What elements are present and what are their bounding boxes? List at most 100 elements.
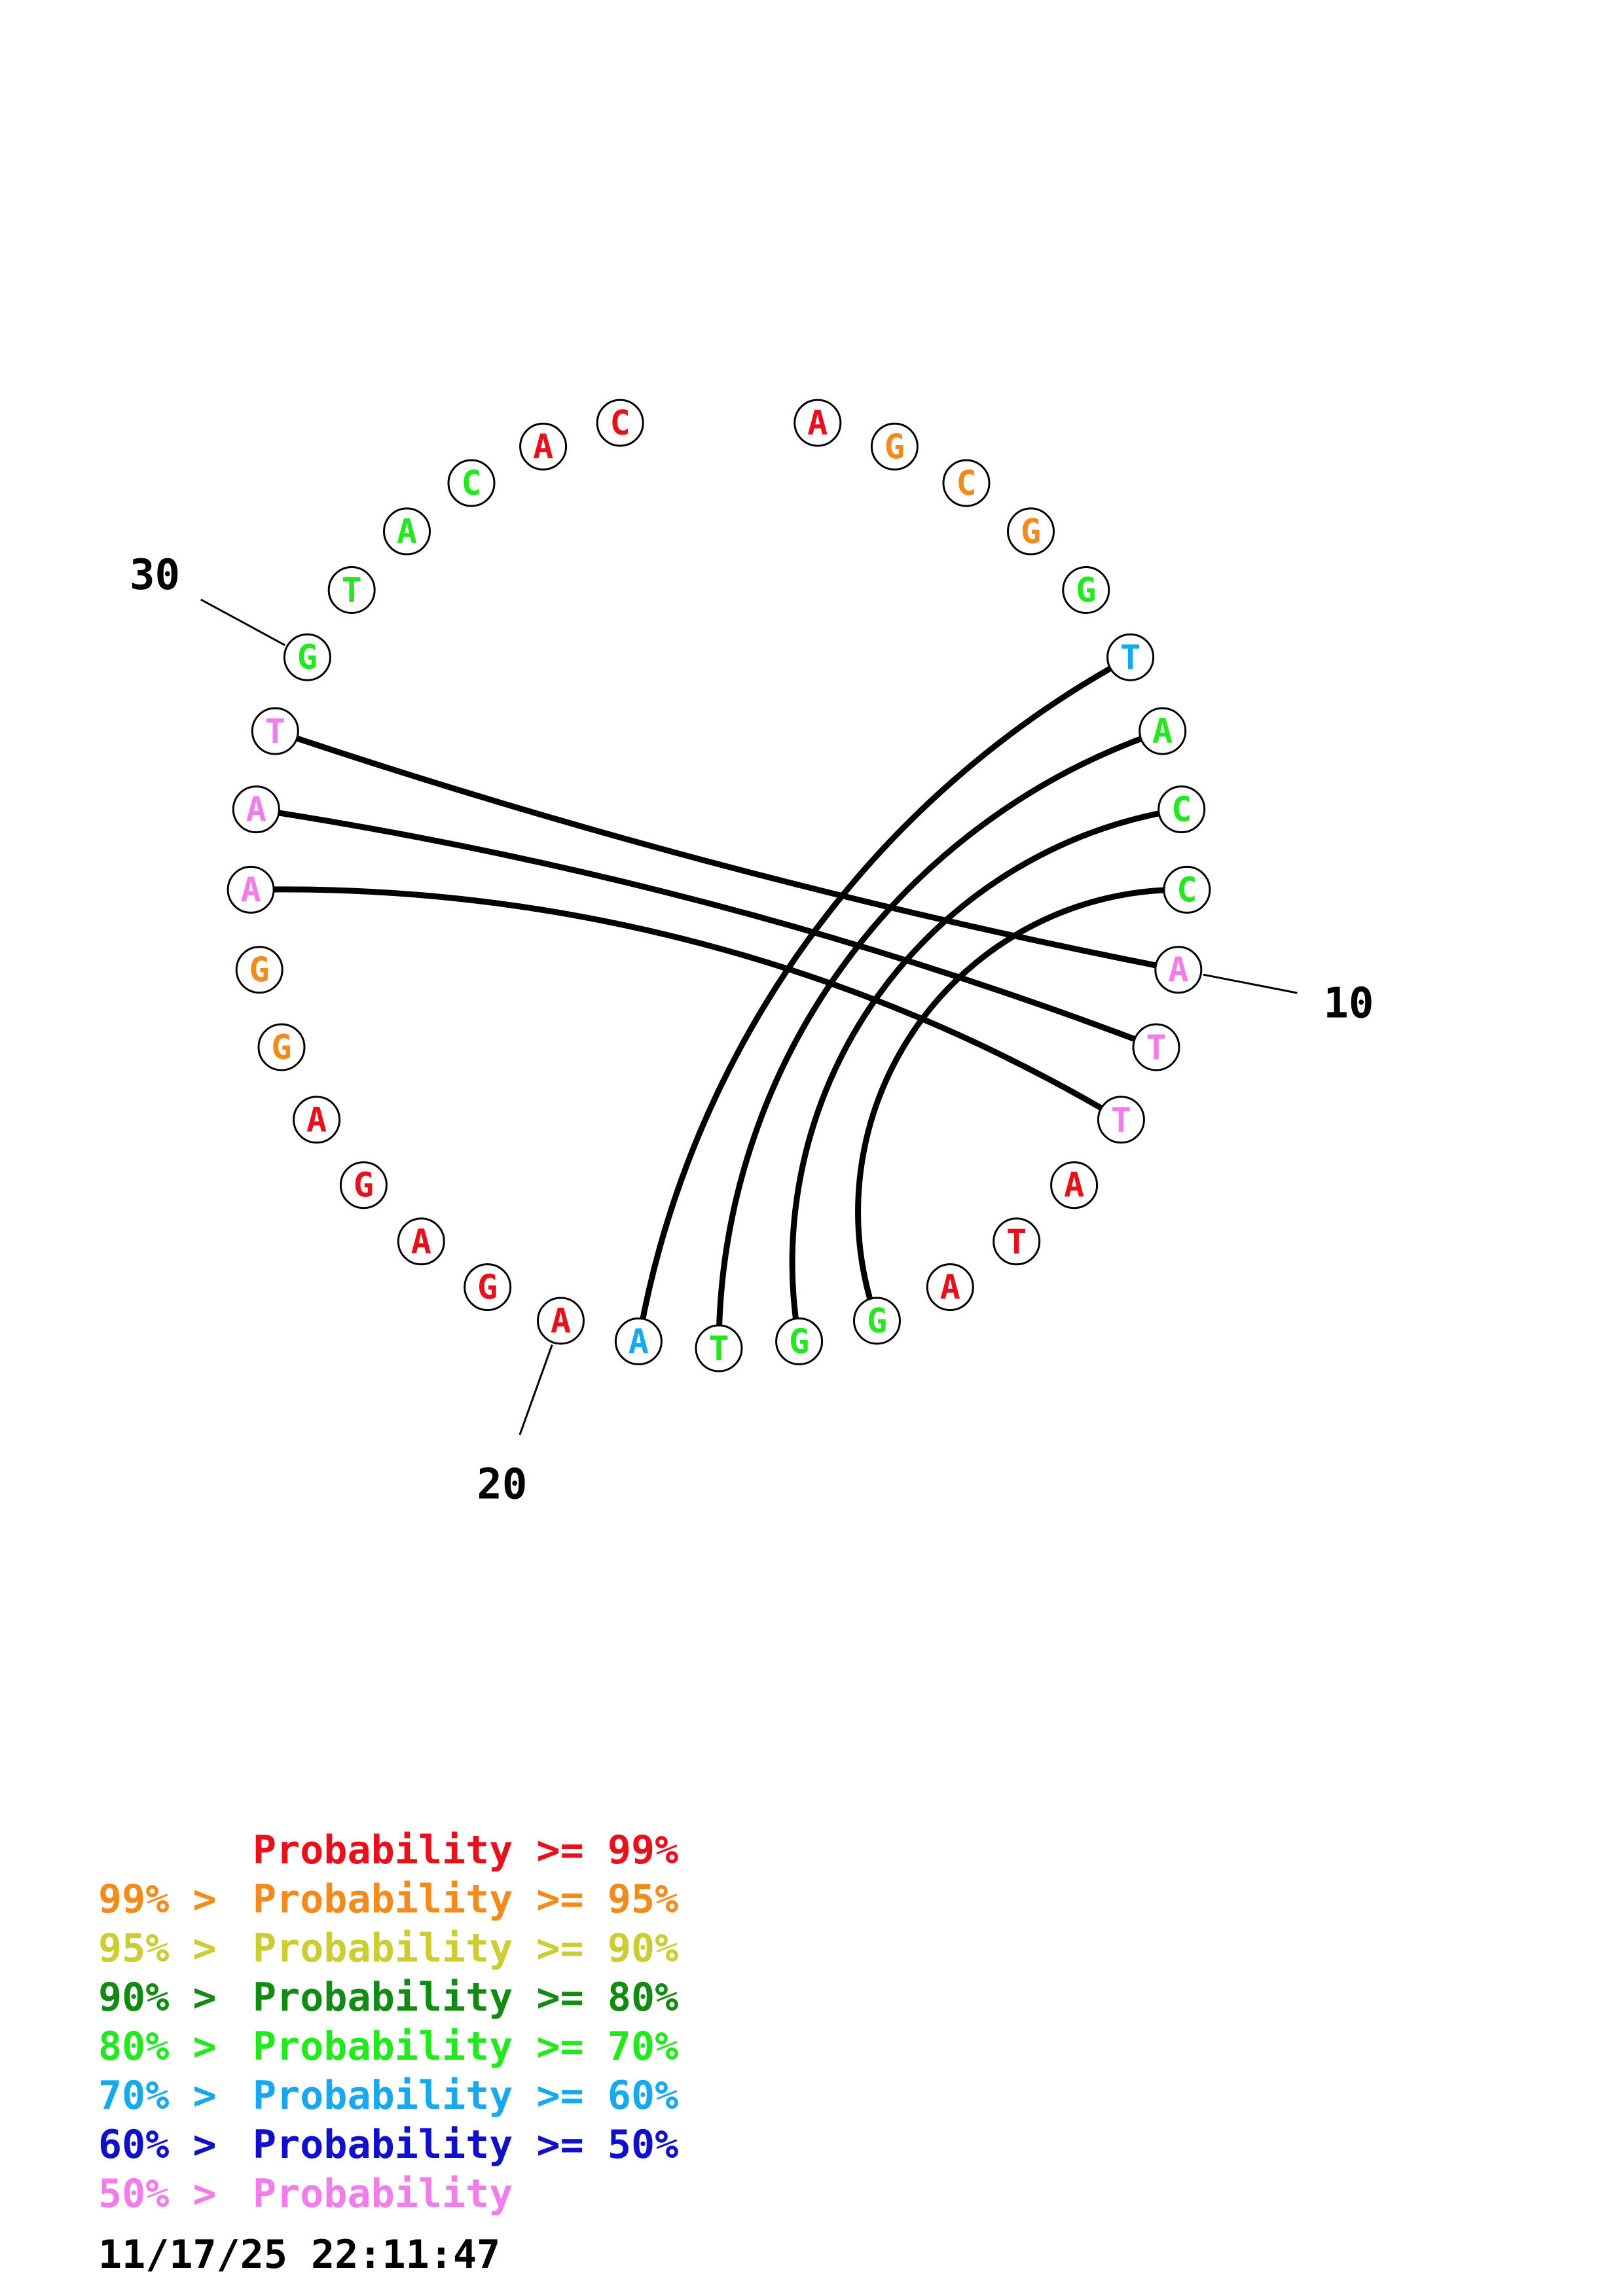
nucleotide-6: T [1106, 633, 1155, 681]
nucleotide-circle [853, 1297, 901, 1345]
nucleotide-letter: T [1111, 1101, 1131, 1140]
nucleotide-letter: G [354, 1166, 374, 1206]
nucleotide-26: G [235, 946, 283, 994]
legend-threshold: 99% > [98, 1876, 217, 1922]
nucleotide-letter: G [867, 1302, 887, 1341]
legend-threshold: 80% > [98, 2024, 217, 2070]
nucleotide-letter: G [297, 638, 318, 677]
nucleotide-24: A [293, 1096, 341, 1144]
nucleotide-letter: T [708, 1329, 729, 1369]
nucleotide-10: A [1154, 946, 1203, 994]
nucleotide-circle [614, 1317, 663, 1365]
legend-row: 95% > Probability >= 90% [98, 1924, 678, 1973]
nucleotide-letter: A [551, 1302, 571, 1341]
nucleotide-circle [257, 1023, 306, 1071]
nucleotide-letter: A [807, 404, 828, 443]
legend-row: 99% > Probability >= 95% [98, 1875, 678, 1924]
nucleotide-circle [793, 399, 842, 447]
nucleotide-3: C [942, 459, 991, 507]
nucleotide-circle [1106, 633, 1155, 681]
legend-range: Probability >= 99% [253, 1827, 679, 1873]
nucleotide-letter: C [1176, 870, 1197, 910]
nucleotide-14: T [993, 1217, 1041, 1266]
nucleotide-1: A [793, 399, 842, 447]
pair-arc-7-18 [716, 728, 1166, 1352]
nucleotide-letter: A [240, 870, 261, 910]
legend-row: 90% > Probability >= 80% [98, 1973, 678, 2022]
legend-range: Probability >= 70% [253, 2024, 679, 2070]
nucleotide-circle [447, 459, 496, 507]
nucleotide-9: C [1163, 865, 1211, 914]
nucleotide-circle [293, 1096, 341, 1144]
tick-label-10: 10 [1323, 979, 1374, 1028]
legend-row: 50% > Probability [98, 2170, 678, 2219]
nucleotide-letter: A [1168, 951, 1188, 990]
nucleotide-20: A [537, 1297, 585, 1345]
nucleotide-letter: T [1006, 1223, 1027, 1262]
nucleotide-circle [775, 1317, 824, 1365]
nucleotide-letter: T [1120, 638, 1140, 677]
nucleotide-25: G [257, 1023, 306, 1071]
nucleotide-letter: A [1064, 1166, 1084, 1206]
nucleotide-17: G [775, 1317, 824, 1365]
nucleotide-22: A [397, 1217, 445, 1266]
nucleotide-letter: A [397, 512, 417, 552]
nucleotide-letter: A [306, 1101, 327, 1140]
nucleotide-circle [942, 459, 991, 507]
legend-row: Probability >= 99% [98, 1826, 678, 1875]
pair-arc-11-28 [253, 806, 1159, 1050]
legend-range: Probability [253, 2171, 513, 2217]
nucleotide-letter: T [342, 571, 362, 611]
nucleotide-circle [1097, 1096, 1145, 1144]
nucleotide-circle [464, 1263, 512, 1312]
nucleotide-15: A [926, 1263, 974, 1312]
nucleotide-29: T [251, 707, 299, 755]
nucleotide-23: G [339, 1161, 388, 1210]
nucleotide-letter: T [265, 712, 285, 751]
nucleotide-letter: A [533, 427, 553, 467]
legend-range: Probability >= 80% [253, 1975, 679, 2020]
nucleotide-circle [283, 633, 331, 681]
legend-threshold: 70% > [98, 2073, 217, 2119]
nucleotide-18: T [695, 1324, 743, 1372]
nucleotide-letter: A [1152, 712, 1173, 751]
nucleotide-letter: G [789, 1322, 809, 1361]
nucleotide-circle [232, 785, 280, 834]
nucleotide-letter: C [956, 464, 976, 503]
nucleotide-34: A [519, 422, 568, 471]
legend-threshold: 50% > [98, 2171, 217, 2217]
nucleotide-circle [1154, 946, 1203, 994]
nucleotide-circle [519, 422, 568, 471]
legend-range: Probability >= 60% [253, 2073, 679, 2119]
nucleotide-circle [1158, 785, 1206, 834]
probability-legend: Probability >= 99% 99% > Probability >= 95… [98, 1826, 678, 2219]
nucleotide-2: G [870, 422, 919, 471]
pair-arc-8-17 [789, 806, 1185, 1344]
pair-arc-6-19 [635, 654, 1134, 1344]
nucleotide-circle [1132, 1023, 1180, 1071]
pair-arc-10-29 [272, 728, 1182, 973]
nucleotide-letter: G [271, 1028, 291, 1067]
nucleotide-letter: G [1076, 571, 1096, 611]
nucleotide-circle [596, 399, 644, 447]
nucleotide-letter: G [1021, 512, 1041, 552]
nucleotide-circle [339, 1161, 388, 1210]
position-ticks: 10 20 30 [130, 551, 1374, 1509]
legend-range: Probability >= 95% [253, 1876, 679, 1922]
nucleotide-letter: A [629, 1322, 649, 1361]
nucleotide-16: G [853, 1297, 901, 1345]
nucleotide-13: A [1050, 1161, 1099, 1210]
nucleotide-30: G [283, 633, 331, 681]
nucleotide-circle [383, 507, 431, 556]
tick-label-20: 20 [477, 1460, 527, 1509]
nucleotide-circle [1062, 566, 1110, 614]
nucleotide-circle [695, 1324, 743, 1372]
nucleotide-letter: A [246, 791, 266, 830]
nucleotide-7: A [1139, 707, 1187, 755]
nucleotide-circle [1050, 1161, 1099, 1210]
nucleotide-circle [537, 1297, 585, 1345]
nucleotide-27: A [227, 865, 275, 914]
tick-line-30 [200, 598, 285, 646]
